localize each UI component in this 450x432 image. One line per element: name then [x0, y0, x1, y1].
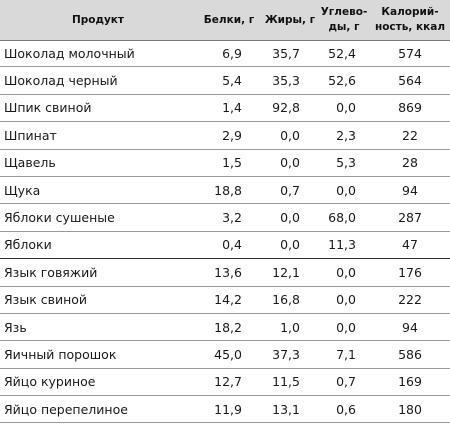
table-body: Шоколад молочный 6,9 35,7 52,4 574 Шоколад че…	[0, 40, 450, 424]
cell-fat: 0,7	[280, 182, 300, 198]
table-row: Яичный порошок 45,0 37,3 7,1 586	[0, 341, 450, 369]
table-row: Щука 18,8 0,7 0,0 94	[0, 177, 450, 205]
cell-calories: 287	[398, 210, 422, 226]
cell-carbs: 0,0	[336, 292, 356, 308]
cell-fat: 11,5	[272, 374, 300, 390]
cell-product: Яйцо куриное	[4, 374, 96, 390]
table-row: Язык говяжий 13,6 12,1 0,0 176	[0, 259, 450, 287]
table-row: Язык свиной 14,2 16,8 0,0 222	[0, 287, 450, 314]
cell-product: Яичный порошок	[4, 346, 117, 362]
cell-carbs: 5,3	[336, 155, 356, 171]
cell-protein: 0,4	[222, 237, 242, 253]
cell-protein: 2,9	[222, 127, 242, 143]
table-row: Шпинат 2,9 0,0 2,3 22	[0, 122, 450, 150]
cell-calories: 586	[398, 346, 422, 362]
cell-calories: 180	[398, 401, 422, 417]
cell-carbs: 0,0	[336, 100, 356, 116]
cell-carbs: 0,0	[336, 182, 356, 198]
cell-fat: 0,0	[280, 237, 300, 253]
cell-calories: 574	[398, 45, 422, 61]
table-row: Язь 18,2 1,0 0,0 94	[0, 314, 450, 342]
cell-protein: 11,9	[214, 401, 242, 417]
header-carbs: Углево- ды, г	[320, 6, 368, 33]
cell-calories: 94	[402, 182, 418, 198]
cell-protein: 12,7	[214, 374, 242, 390]
cell-calories: 222	[398, 292, 422, 308]
cell-protein: 13,6	[214, 264, 242, 280]
cell-carbs: 0,6	[336, 401, 356, 417]
cell-product: Яблоки	[4, 237, 52, 253]
header-calories: Калорий- ность, ккал	[374, 6, 446, 33]
cell-calories: 176	[398, 264, 422, 280]
header-product: Продукт	[71, 13, 125, 26]
cell-fat: 35,7	[272, 45, 300, 61]
cell-product: Язык свиной	[4, 292, 88, 308]
cell-calories: 28	[402, 155, 418, 171]
cell-product: Язь	[4, 319, 27, 335]
cell-protein: 1,5	[222, 155, 242, 171]
cell-carbs: 0,0	[336, 264, 356, 280]
cell-carbs: 11,3	[328, 237, 356, 253]
table-row: Яйцо куриное 12,7 11,5 0,7 169	[0, 369, 450, 397]
cell-fat: 92,8	[272, 100, 300, 116]
cell-protein: 3,2	[222, 210, 242, 226]
table-row: Щавель 1,5 0,0 5,3 28	[0, 150, 450, 177]
cell-fat: 1,0	[280, 319, 300, 335]
cell-product: Шпик свиной	[4, 100, 92, 116]
cell-carbs: 68,0	[328, 210, 356, 226]
header-fat: Жиры, г	[264, 13, 316, 26]
table-header: Продукт Белки, г Жиры, г Углево- ды, г К…	[0, 0, 450, 41]
cell-fat: 12,1	[272, 264, 300, 280]
cell-calories: 94	[402, 319, 418, 335]
table-row: Шоколад молочный 6,9 35,7 52,4 574	[0, 40, 450, 68]
cell-carbs: 52,6	[328, 73, 356, 89]
cell-calories: 169	[398, 374, 422, 390]
table-row: Яйцо перепелиное 11,9 13,1 0,6 180	[0, 396, 450, 424]
cell-fat: 35,3	[272, 73, 300, 89]
cell-calories: 564	[398, 73, 422, 89]
cell-product: Язык говяжий	[4, 264, 98, 280]
cell-product: Яблоки сушеные	[4, 210, 115, 226]
cell-protein: 14,2	[214, 292, 242, 308]
cell-protein: 45,0	[214, 346, 242, 362]
cell-protein: 18,2	[214, 319, 242, 335]
cell-product: Шоколад молочный	[4, 45, 135, 61]
header-protein: Белки, г	[203, 13, 255, 26]
cell-calories: 869	[398, 100, 422, 116]
table-row: Шпик свиной 1,4 92,8 0,0 869	[0, 95, 450, 123]
cell-carbs: 0,0	[336, 319, 356, 335]
cell-carbs: 7,1	[336, 346, 356, 362]
table-row: Шоколад черный 5,4 35,3 52,6 564	[0, 67, 450, 95]
cell-fat: 0,0	[280, 155, 300, 171]
cell-product: Шоколад черный	[4, 73, 118, 89]
cell-protein: 1,4	[222, 100, 242, 116]
cell-product: Шпинат	[4, 127, 57, 143]
cell-fat: 16,8	[272, 292, 300, 308]
cell-fat: 0,0	[280, 210, 300, 226]
cell-protein: 18,8	[214, 182, 242, 198]
cell-carbs: 2,3	[336, 127, 356, 143]
cell-protein: 5,4	[222, 73, 242, 89]
cell-product: Яйцо перепелиное	[4, 401, 128, 417]
cell-carbs: 0,7	[336, 374, 356, 390]
cell-calories: 22	[402, 127, 418, 143]
cell-product: Щука	[4, 182, 41, 198]
cell-fat: 0,0	[280, 127, 300, 143]
cell-protein: 6,9	[222, 45, 242, 61]
cell-product: Щавель	[4, 155, 56, 171]
table-row: Яблоки сушеные 3,2 0,0 68,0 287	[0, 204, 450, 232]
cell-calories: 47	[402, 237, 418, 253]
table-row: Яблоки 0,4 0,0 11,3 47	[0, 232, 450, 260]
cell-fat: 37,3	[272, 346, 300, 362]
cell-fat: 13,1	[272, 401, 300, 417]
cell-carbs: 52,4	[328, 45, 356, 61]
